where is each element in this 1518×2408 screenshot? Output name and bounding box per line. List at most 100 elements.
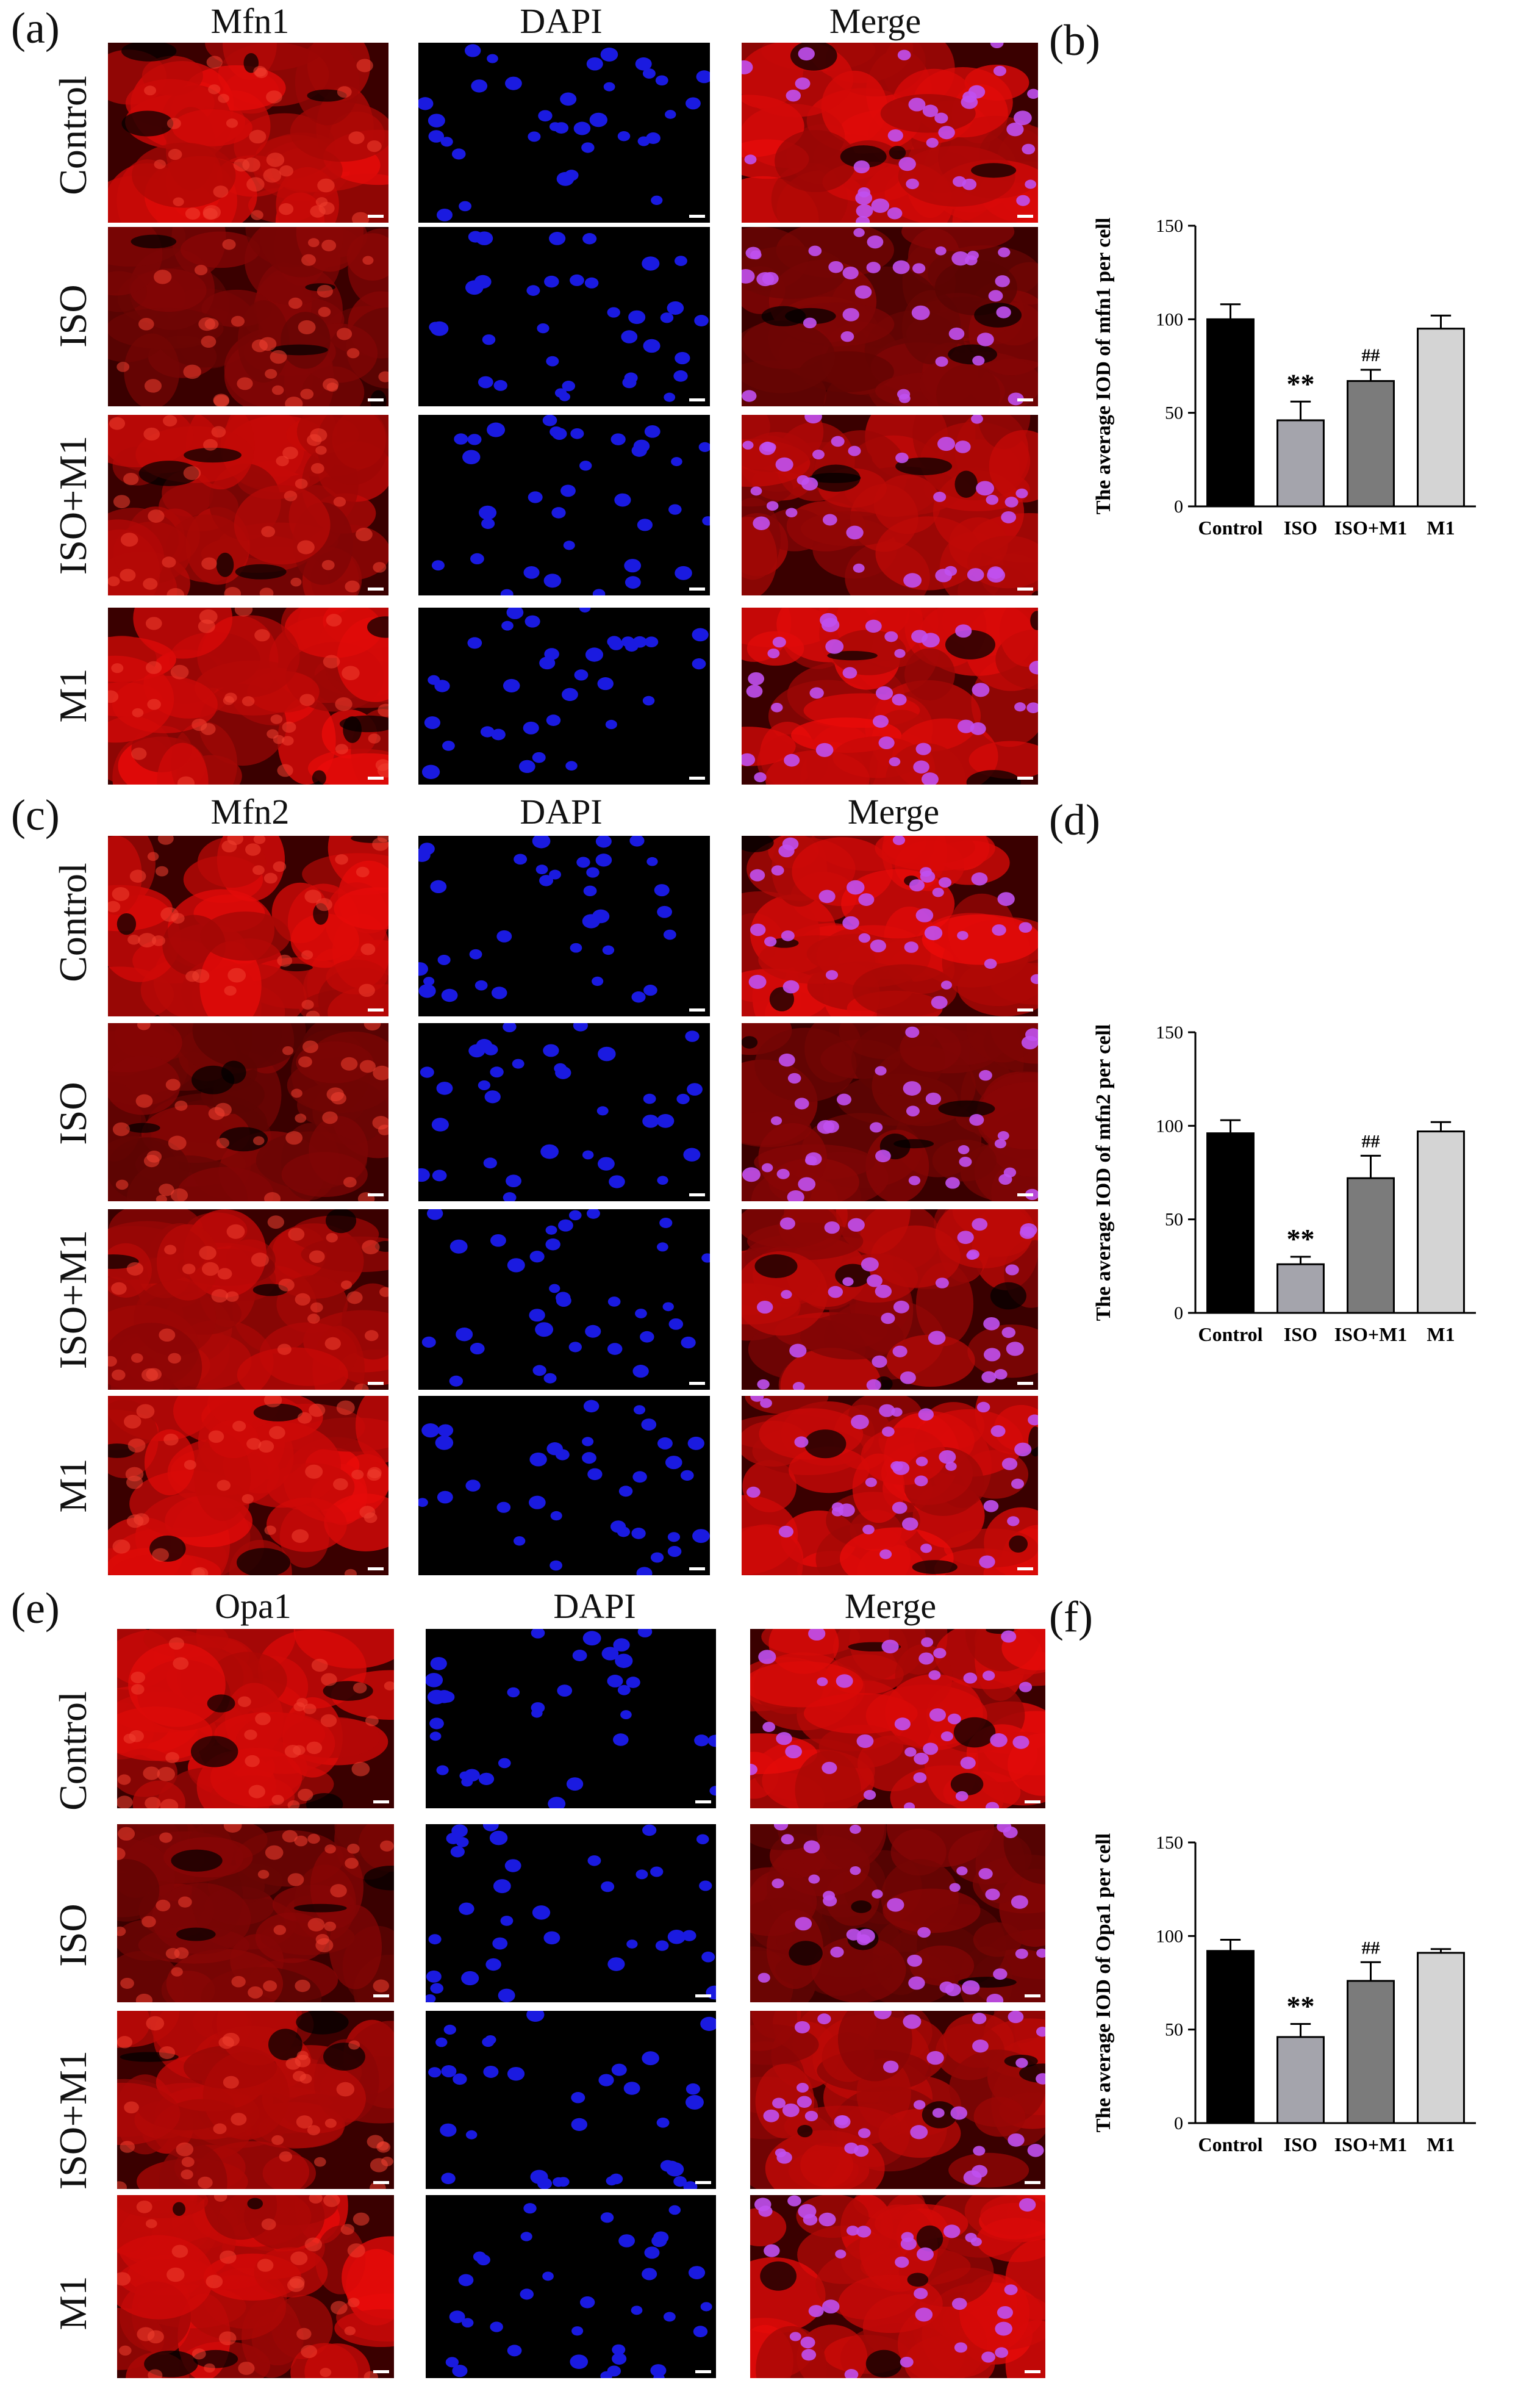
scale-bar xyxy=(368,777,384,780)
scale-bar xyxy=(689,398,705,401)
micrograph-m1-merge xyxy=(742,608,1038,785)
micrograph-m1-dapi xyxy=(418,608,710,785)
figure-section-mfn2: (c) Mfn2 DAPI Merge (d) Control ISO ISO+… xyxy=(0,793,1518,1586)
x-tick-label: ISO xyxy=(1284,1323,1317,1345)
x-tick-label: ISO xyxy=(1284,517,1317,539)
bar-m1 xyxy=(1417,1130,1465,1314)
scale-bar xyxy=(689,1008,705,1012)
scale-bar xyxy=(1017,1008,1033,1012)
scale-bar xyxy=(1025,1994,1040,1997)
micrograph-iso-m1-stain xyxy=(108,415,388,595)
row-label-m1: M1 xyxy=(51,2276,95,2331)
micrograph-iso-m1-dapi xyxy=(418,1209,710,1390)
row-label-m1: M1 xyxy=(51,668,95,723)
x-tick-label: ISO xyxy=(1284,2133,1317,2155)
micrograph-m1-dapi xyxy=(418,1396,710,1575)
micrograph-m1-stain xyxy=(117,2195,394,2378)
row-label-m1: M1 xyxy=(51,1458,95,1513)
column-header-merge: Merge xyxy=(829,1,922,41)
row-label-iso-m1: ISO+M1 xyxy=(51,1229,95,1370)
significance-mark: ** xyxy=(1287,368,1315,399)
scale-bar xyxy=(368,1008,384,1012)
scale-bar xyxy=(689,1382,705,1385)
scale-bar xyxy=(1025,1800,1040,1803)
scale-bar xyxy=(1017,398,1033,401)
y-tick-label: 0 xyxy=(1174,2113,1183,2133)
micrograph-iso-merge xyxy=(742,1023,1038,1201)
row-label-iso: ISO xyxy=(51,1082,95,1145)
column-header-dapi: DAPI xyxy=(520,1,603,41)
micrograph-control-dapi xyxy=(418,836,710,1016)
y-tick-label: 0 xyxy=(1174,1303,1183,1323)
y-tick-label: 100 xyxy=(1156,309,1183,329)
significance-mark: ## xyxy=(1362,1938,1380,1958)
micrograph-iso-merge xyxy=(742,227,1038,406)
column-header-dapi: DAPI xyxy=(553,1586,636,1626)
scale-bar xyxy=(368,1382,384,1385)
column-header-stain: Mfn1 xyxy=(210,1,290,41)
panel-letter-e: (e) xyxy=(11,1584,60,1633)
micrograph-iso-m1-merge xyxy=(742,1209,1038,1390)
scale-bar xyxy=(689,1567,705,1570)
bar-iso-m1 xyxy=(1347,1980,1395,2124)
micrograph-iso-stain xyxy=(108,1023,388,1201)
y-tick-label: 150 xyxy=(1156,1023,1183,1043)
micrograph-control-dapi xyxy=(426,1629,716,1808)
scale-bar xyxy=(695,1800,711,1803)
bar-m1 xyxy=(1417,1952,1465,2124)
scale-bar xyxy=(1017,215,1033,218)
column-header-stain: Mfn2 xyxy=(210,792,290,832)
scale-bar xyxy=(373,2370,389,2373)
micrograph-iso-dapi xyxy=(426,1824,716,2002)
micrograph-m1-dapi xyxy=(426,2195,716,2378)
micrograph-iso-m1-merge xyxy=(742,415,1038,595)
x-tick-label: Control xyxy=(1198,517,1262,539)
column-header-merge: Merge xyxy=(844,1586,937,1626)
micrograph-control-stain xyxy=(108,43,388,223)
micrograph-m1-merge xyxy=(750,2195,1045,2378)
scale-bar xyxy=(689,215,705,218)
panel-letter-b: (b) xyxy=(1049,16,1100,65)
bar-chart-f: The average IOD of Opa1 per cell 0 50 100 15… xyxy=(1092,1833,1476,2155)
scale-bar xyxy=(1017,1567,1033,1570)
micrograph-iso-m1-dapi xyxy=(426,2011,716,2189)
y-axis-label: The average IOD of mfn2 per cell xyxy=(1092,1024,1115,1321)
scale-bar xyxy=(689,777,705,780)
bar-iso xyxy=(1276,419,1325,508)
row-label-iso-m1: ISO+M1 xyxy=(51,2050,95,2190)
scale-bar xyxy=(368,1193,384,1196)
y-axis-label: The average IOD of Opa1 per cell xyxy=(1092,1833,1115,2132)
y-tick-label: 50 xyxy=(1165,403,1183,423)
micrograph-m1-stain xyxy=(108,608,388,785)
bar-iso-m1 xyxy=(1347,380,1395,508)
significance-mark: ## xyxy=(1362,1131,1380,1151)
micrograph-iso-stain xyxy=(117,1824,394,2002)
micrograph-control-merge xyxy=(742,43,1038,223)
y-tick-label: 100 xyxy=(1156,1926,1183,1946)
scale-bar xyxy=(695,2181,711,2184)
scale-bar xyxy=(368,588,384,591)
x-tick-label: Control xyxy=(1198,1323,1262,1345)
y-tick-label: 50 xyxy=(1165,1210,1183,1230)
micrograph-m1-merge xyxy=(742,1396,1038,1575)
scale-bar xyxy=(373,2181,389,2184)
significance-mark: ## xyxy=(1362,345,1380,365)
micrograph-control-dapi xyxy=(418,43,710,223)
column-header-merge: Merge xyxy=(847,792,940,832)
row-label-control: Control xyxy=(51,76,95,195)
panel-letter-a: (a) xyxy=(11,4,60,52)
x-tick-label: ISO+M1 xyxy=(1334,2133,1408,2155)
scale-bar xyxy=(373,1994,389,1997)
bar-iso xyxy=(1276,1263,1325,1314)
figure-section-mfn1: (a) Mfn1 DAPI Merge (b) Control ISO ISO+… xyxy=(0,0,1518,793)
column-header-stain: Opa1 xyxy=(215,1586,292,1626)
y-tick-label: 50 xyxy=(1165,2020,1183,2040)
y-tick-label: 150 xyxy=(1156,216,1183,236)
bar-iso xyxy=(1276,2036,1325,2124)
micrograph-iso-merge xyxy=(750,1824,1045,2002)
row-label-iso-m1: ISO+M1 xyxy=(51,435,95,575)
micrograph-iso-m1-merge xyxy=(750,2011,1045,2189)
x-tick-label: ISO+M1 xyxy=(1334,1323,1408,1345)
x-tick-label: M1 xyxy=(1427,2133,1455,2155)
panel-letter-f: (f) xyxy=(1049,1592,1093,1641)
